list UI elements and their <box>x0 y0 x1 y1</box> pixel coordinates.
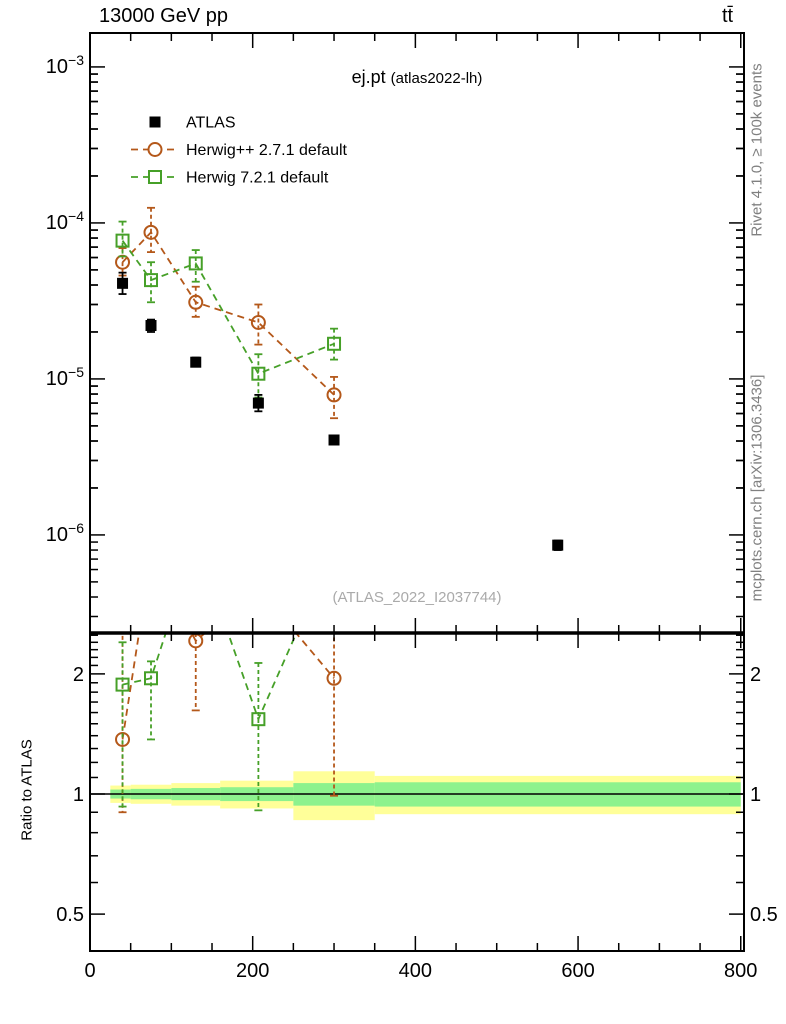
data-marker <box>190 535 202 547</box>
series-herwig-2-7-1-default <box>115 549 342 814</box>
data-marker <box>145 320 157 332</box>
process-title: tt̄ <box>722 5 734 27</box>
data-marker <box>115 677 130 692</box>
y-axis-tick-label: 10−3 <box>46 52 84 78</box>
data-marker <box>117 277 129 289</box>
ratio-tick-label-right: 1 <box>750 784 761 806</box>
data-marker <box>188 256 203 271</box>
legend-marker <box>147 142 163 157</box>
series-herwig-7-2-1-default <box>115 535 340 812</box>
data-marker <box>326 670 342 686</box>
x-axis-tick-label: 0 <box>84 960 95 982</box>
legend-label: ATLAS <box>186 115 236 132</box>
legend-label: Herwig 7.2.1 default <box>186 170 329 187</box>
y-axis-tick-label: 10−5 <box>46 364 84 390</box>
series-herwig-7-2-1-default <box>115 220 342 399</box>
uncertainty-bands <box>110 771 741 821</box>
x-axis-tick-label: 800 <box>724 960 757 982</box>
x-axis-tick-label: 600 <box>561 960 594 982</box>
ratio-tick-label-left: 1 <box>73 784 84 806</box>
data-marker <box>115 233 130 248</box>
data-marker <box>250 314 266 330</box>
analysis-watermark: (ATLAS_2022_I2037744) <box>332 589 502 606</box>
data-marker <box>552 539 564 551</box>
y-axis-tick-label: 10−6 <box>46 520 84 546</box>
data-marker <box>328 434 340 446</box>
legend-label: Herwig++ 2.7.1 default <box>186 142 348 159</box>
panel-title: ej.pt (atlas2022-lh) <box>352 67 483 87</box>
series-line <box>121 240 335 375</box>
series-herwig-2-7-1-default <box>115 206 342 420</box>
data-marker <box>190 356 202 368</box>
data-marker <box>144 671 159 686</box>
data-marker <box>327 336 342 351</box>
series-line <box>121 633 335 740</box>
data-marker <box>252 582 265 595</box>
data-marker <box>328 542 340 554</box>
legend-marker <box>148 170 162 184</box>
data-marker <box>188 294 204 310</box>
data-marker <box>115 731 131 747</box>
data-marker <box>143 224 159 240</box>
ratio-tick-label-left: 2 <box>73 664 84 686</box>
x-axis-tick-label: 400 <box>399 960 432 982</box>
ratio-tick-label-right: 2 <box>750 664 761 686</box>
data-marker <box>145 549 158 562</box>
data-marker <box>252 397 264 409</box>
data-marker <box>326 387 342 403</box>
beam-energy-title: 13000 GeV pp <box>99 5 228 27</box>
data-marker <box>251 712 266 727</box>
legend-marker <box>149 116 161 128</box>
x-axis-tick-label: 200 <box>236 960 269 982</box>
legend: ATLAS Herwig++ 2.7.1 default Herwig 7.2.1 … <box>131 115 348 187</box>
ratio-tick-label-left: 0.5 <box>56 904 84 926</box>
series-line <box>122 633 298 722</box>
series-atlas <box>117 271 564 551</box>
series-line <box>121 230 335 396</box>
data-marker <box>251 366 266 381</box>
data-marker <box>144 273 159 288</box>
ratio-tick-label-right: 0.5 <box>750 904 778 926</box>
y-axis-tick-label: 10−4 <box>46 208 84 234</box>
